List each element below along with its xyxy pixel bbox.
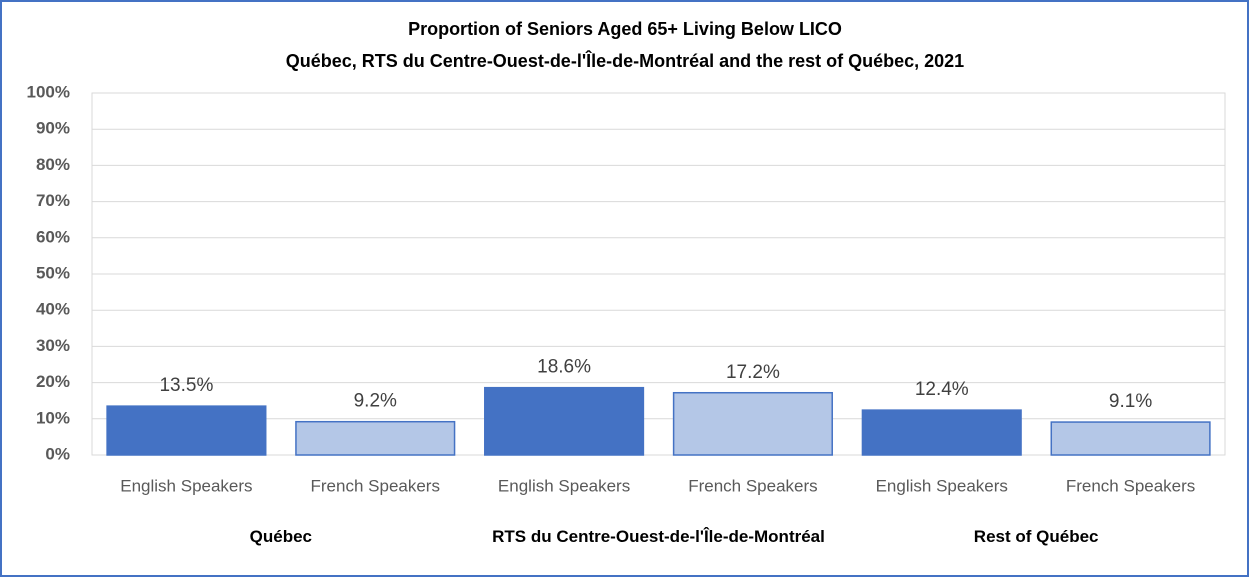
bar <box>1050 421 1211 456</box>
y-tick-label: 80% <box>36 155 70 174</box>
value-label: 9.1% <box>1109 391 1152 412</box>
bar <box>295 420 456 456</box>
y-tick-label: 20% <box>36 372 70 391</box>
x-tick-label: English Speakers <box>120 476 252 495</box>
y-tick-label: 100% <box>27 82 70 101</box>
value-label: 18.6% <box>537 357 591 378</box>
bar <box>861 409 1022 456</box>
value-label: 9.2% <box>354 391 397 412</box>
bar <box>672 391 833 456</box>
chart-title: Proportion of Seniors Aged 65+ Living Be… <box>408 19 842 39</box>
value-label: 17.2% <box>726 362 780 383</box>
y-tick-label: 60% <box>36 227 70 246</box>
group-label: RTS du Centre-Ouest-de-l'Île-de-Montréal <box>492 527 825 546</box>
x-tick-label: English Speakers <box>498 476 630 495</box>
value-label: 13.5% <box>159 375 213 396</box>
x-tick-label: English Speakers <box>876 476 1008 495</box>
value-label: 12.4% <box>915 379 969 400</box>
y-tick-label: 10% <box>36 408 70 427</box>
y-tick-label: 30% <box>36 336 70 355</box>
y-tick-label: 90% <box>36 119 70 138</box>
group-label: Rest of Québec <box>973 527 1099 546</box>
chart-subtitle: Québec, RTS du Centre-Ouest-de-l'Île-de-… <box>286 50 964 71</box>
bar <box>484 386 645 456</box>
x-tick-label: French Speakers <box>1066 476 1195 495</box>
bar <box>106 405 267 456</box>
y-tick-label: 50% <box>36 263 70 282</box>
x-tick-label: French Speakers <box>311 476 440 495</box>
x-tick-label: French Speakers <box>688 476 817 495</box>
y-tick-label: 40% <box>36 300 70 319</box>
group-label: Québec <box>249 527 312 546</box>
y-tick-label: 70% <box>36 191 70 210</box>
y-tick-label: 0% <box>45 444 70 463</box>
